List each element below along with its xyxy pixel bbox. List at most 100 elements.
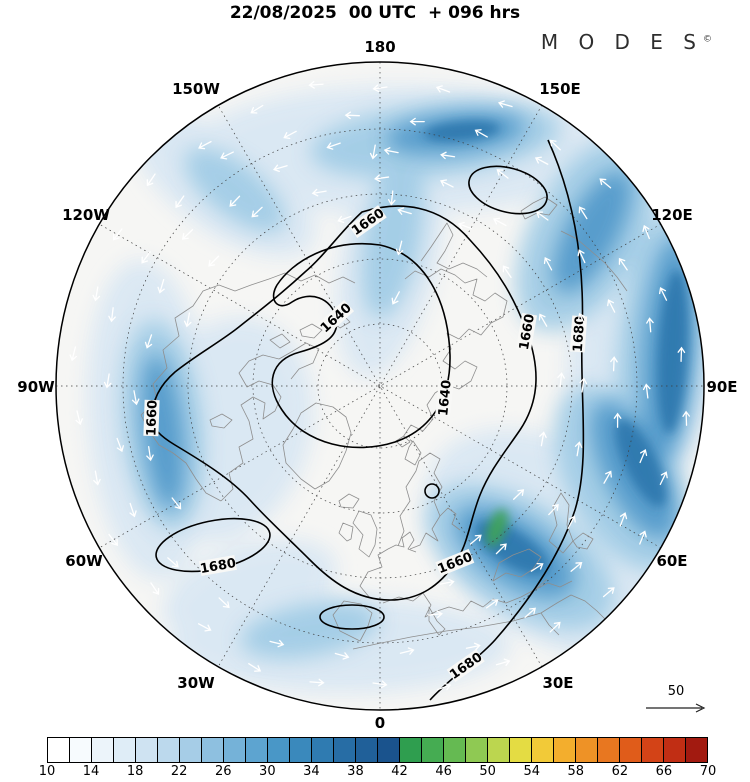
colorbar-cell xyxy=(532,738,554,762)
colorbar-cell xyxy=(334,738,356,762)
contour-label-1680-right: 1680 xyxy=(569,315,588,353)
colorbar-cell xyxy=(48,738,70,762)
wind-arrow-icon xyxy=(229,195,241,207)
wind-arrow-icon xyxy=(220,151,234,160)
wind-arrow-icon xyxy=(579,377,588,393)
wind-arrow-icon xyxy=(387,190,396,206)
wind-arrow-icon xyxy=(248,663,262,672)
wind-arrow-icon xyxy=(157,278,165,294)
wind-arrow-icon xyxy=(116,437,124,453)
contour-label-1660-right: 1660 xyxy=(515,312,538,351)
wind-arrow-icon xyxy=(309,678,325,687)
colorbar-cell xyxy=(378,738,400,762)
wind-arrow-icon xyxy=(495,543,507,555)
wind-arrow-icon xyxy=(92,286,101,302)
wind-arrow-icon xyxy=(129,502,137,518)
colorbar-cell xyxy=(488,738,510,762)
wind-arrow-icon xyxy=(391,291,400,305)
colorbar-cell xyxy=(510,738,532,762)
modes-logo-text: M O D E S xyxy=(540,30,703,54)
wind-arrow-icon xyxy=(108,307,116,323)
wind-arrow-icon xyxy=(251,206,263,218)
wind-arrow-icon xyxy=(272,164,288,172)
wind-arrow-icon xyxy=(610,356,618,372)
wind-arrow-icon xyxy=(372,680,388,689)
wind-arrow-icon xyxy=(495,658,511,666)
colorbar-tick-label: 14 xyxy=(82,764,100,779)
map-canvas: 1660 1660 1660 1660 1640 1640 1680 1680 … xyxy=(17,38,737,732)
svg-text:1660: 1660 xyxy=(517,313,538,351)
colorbar-cell xyxy=(642,738,664,762)
wind-arrow-icon xyxy=(311,188,327,197)
wind-arrow-icon xyxy=(175,195,185,209)
wind-arrow-icon xyxy=(171,497,182,510)
wind-arrow-icon xyxy=(642,383,651,399)
wind-arrow-icon xyxy=(607,299,616,313)
reference-arrow: 50 xyxy=(646,684,706,713)
colorbar-cell xyxy=(422,738,444,762)
wind-arrow-icon xyxy=(599,178,612,189)
contour-cell-tiny xyxy=(424,483,440,499)
wind-arrow-icon xyxy=(440,151,456,160)
svg-text:1680: 1680 xyxy=(571,315,588,352)
wind-arrow-icon xyxy=(659,471,668,486)
meridian-label-60w: 60W xyxy=(65,552,103,570)
wind-arrow-icon xyxy=(108,533,118,547)
colorbar-cell xyxy=(686,738,707,762)
wind-arrow-icon xyxy=(642,224,650,240)
colorbar-tick-label: 46 xyxy=(435,764,452,779)
wind-arrow-icon xyxy=(436,682,452,691)
contour-cell-bottom xyxy=(319,604,385,630)
colorbar-tick-label: 10 xyxy=(38,764,56,779)
wind-arrow-icon xyxy=(639,448,648,464)
wind-arrow-icon xyxy=(539,431,547,447)
colorbar-cell xyxy=(158,738,180,762)
wind-arrow-icon xyxy=(435,85,451,93)
colorbar-cell xyxy=(444,738,466,762)
wind-arrow-icon xyxy=(395,240,404,256)
wind-arrow-icon xyxy=(334,652,350,660)
meridian-label-150w: 150W xyxy=(172,80,220,98)
colorbar-cell xyxy=(356,738,378,762)
meridian-label-120e: 120E xyxy=(651,206,693,224)
wind-arrow-icon xyxy=(474,129,488,138)
wind-arrow-icon xyxy=(409,117,425,126)
contour-cell-top xyxy=(468,165,548,215)
map-boundary xyxy=(55,61,705,711)
meridian-label-90e: 90E xyxy=(706,378,737,396)
colorbar-cell xyxy=(466,738,488,762)
wind-arrow-icon xyxy=(344,111,360,120)
wind-arrow-icon xyxy=(308,80,324,89)
colorbar-tick-label: 30 xyxy=(259,764,276,779)
contour-label-1640-b: 1640 xyxy=(435,379,455,417)
wind-arrow-icon xyxy=(399,647,415,655)
wind-arrow-icon xyxy=(374,174,390,183)
wind-arrow-icon xyxy=(141,251,151,264)
colorbar-cell xyxy=(400,738,422,762)
modes-logo: M O D E S© xyxy=(541,30,712,54)
wind-arrow-icon xyxy=(181,229,194,240)
wind-arrow-icon xyxy=(372,84,388,93)
colorbar-tick-label: 18 xyxy=(126,764,144,779)
wind-arrow-icon xyxy=(383,147,399,155)
wind-arrow-icon xyxy=(549,139,561,151)
wind-arrow-icon xyxy=(577,312,587,327)
wind-arrow-icon xyxy=(619,512,628,527)
wind-arrow-icon xyxy=(69,346,77,362)
colorbar-tick-label: 54 xyxy=(523,764,540,779)
wind-arrow-icon xyxy=(439,179,454,188)
colorbar-cell xyxy=(70,738,92,762)
wind-arrow-icon xyxy=(427,610,443,619)
meridian-label-30e: 30E xyxy=(542,674,573,692)
wind-arrow-icon xyxy=(577,249,586,264)
colorbar-tick-label: 70 xyxy=(699,764,717,779)
wind-arrow-icon xyxy=(603,470,612,484)
wind-arrow-icon xyxy=(146,446,154,462)
colorbar-tick-label: 38 xyxy=(347,764,364,779)
wind-arrow-icon xyxy=(536,211,549,221)
wind-arrow-icon xyxy=(150,582,160,596)
meridian-labels: 180 150W 150E 120W 120E 90W 90E 60W 60E … xyxy=(17,38,737,732)
wind-arrow-icon xyxy=(567,515,576,530)
wind-arrow-icon xyxy=(549,621,561,633)
wind-arrow-icon xyxy=(543,256,553,271)
